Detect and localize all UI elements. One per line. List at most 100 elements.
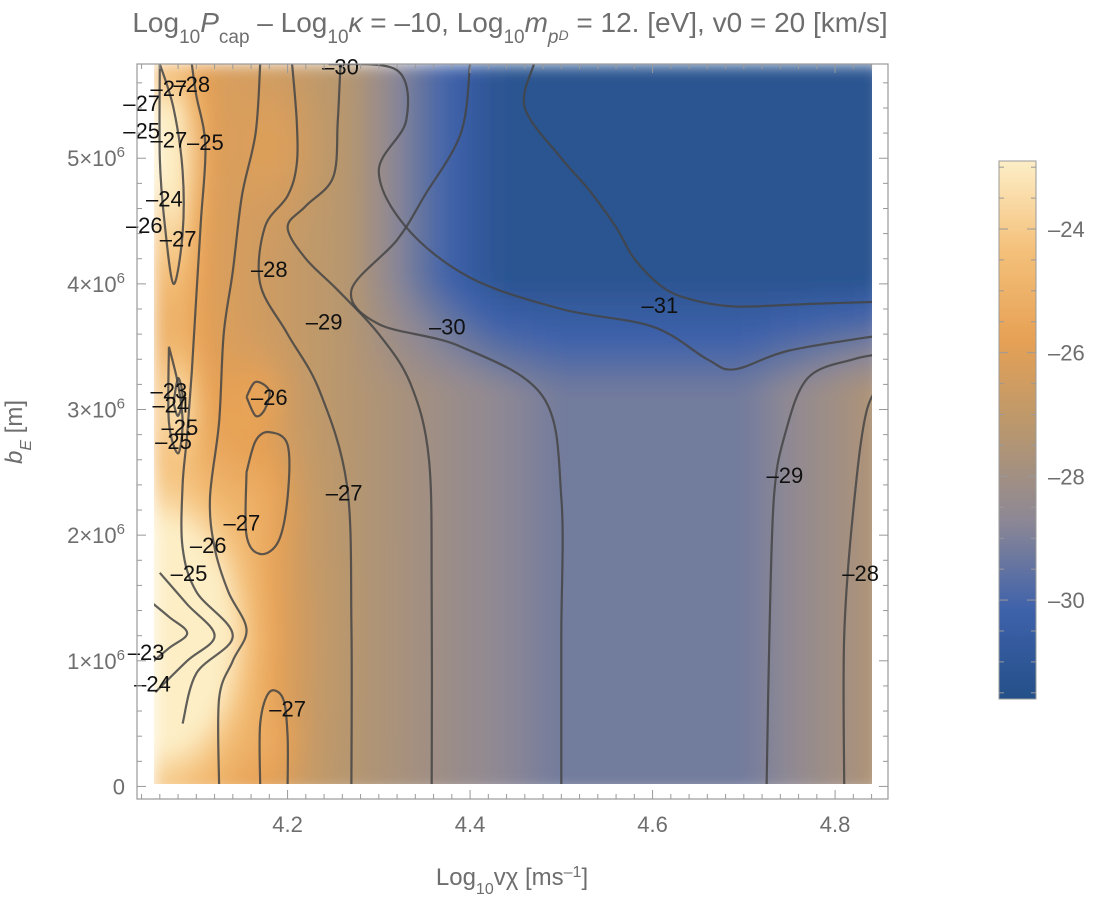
heatmap-cell <box>840 456 855 471</box>
heatmap-cell <box>196 750 211 765</box>
heatmap-cell <box>756 106 771 121</box>
heatmap-cell <box>854 274 869 289</box>
heatmap-cell <box>196 134 211 149</box>
heatmap-cell <box>756 190 771 205</box>
heatmap-cell <box>560 288 575 303</box>
heatmap-cell <box>182 694 197 709</box>
heatmap-cell <box>546 92 561 107</box>
heatmap-cell <box>700 302 715 317</box>
heatmap-cell <box>602 372 617 387</box>
heatmap-cell <box>616 92 631 107</box>
heatmap-cell <box>336 666 351 681</box>
heatmap-cell <box>854 260 869 275</box>
heatmap-cell <box>644 246 659 261</box>
heatmap-cell <box>560 78 575 93</box>
heatmap-cell <box>728 596 743 611</box>
heatmap-cell <box>336 176 351 191</box>
heatmap-cell <box>728 512 743 527</box>
heatmap-cell <box>476 638 491 653</box>
heatmap-cell <box>756 428 771 443</box>
heatmap-cell <box>686 442 701 457</box>
heatmap-cell <box>322 78 337 93</box>
heatmap-cell <box>574 218 589 233</box>
heatmap-cell <box>336 204 351 219</box>
heatmap-cell <box>308 428 323 443</box>
heatmap-cell <box>602 694 617 709</box>
heatmap-cell <box>168 232 183 247</box>
heatmap-cell <box>196 582 211 597</box>
heatmap-cell <box>770 330 785 345</box>
heatmap-cell <box>658 428 673 443</box>
heatmap-cell <box>672 638 687 653</box>
heatmap-cell <box>588 736 603 751</box>
heatmap-cell <box>504 540 519 555</box>
heatmap-cell <box>868 694 872 709</box>
heatmap-cell <box>700 400 715 415</box>
heatmap-cell <box>672 162 687 177</box>
heatmap-cell <box>826 400 841 415</box>
heatmap-cell <box>714 624 729 639</box>
heatmap-cell <box>742 638 757 653</box>
heatmap-cell <box>434 498 449 513</box>
contour-line <box>286 64 434 784</box>
heatmap-cell <box>490 512 505 527</box>
heatmap-cell <box>392 526 407 541</box>
heatmap-cell <box>784 190 799 205</box>
heatmap-cell <box>238 568 253 583</box>
heatmap-cell <box>868 414 872 429</box>
heatmap-cell <box>644 456 659 471</box>
heatmap-cell <box>252 680 267 695</box>
heatmap-cell <box>840 694 855 709</box>
heatmap-cell <box>336 400 351 415</box>
heatmap-cell <box>294 764 309 779</box>
heatmap-cell <box>448 344 463 359</box>
heatmap-cell <box>322 134 337 149</box>
heatmap-cell <box>826 134 841 149</box>
heatmap-cell <box>784 92 799 107</box>
heatmap-cell <box>252 358 267 373</box>
heatmap-cell <box>644 190 659 205</box>
heatmap-cell <box>532 764 547 779</box>
heatmap-cell <box>616 526 631 541</box>
heatmap-cell <box>280 554 295 569</box>
heatmap-cell <box>868 736 872 751</box>
heatmap-cell <box>700 288 715 303</box>
heatmap-cell <box>224 596 239 611</box>
heatmap-cell <box>770 288 785 303</box>
heatmap-cell <box>658 64 673 79</box>
heatmap-cell <box>812 652 827 667</box>
heatmap-cell <box>826 106 841 121</box>
heatmap-cell <box>420 120 435 135</box>
heatmap-cell <box>322 64 337 79</box>
heatmap-cell <box>700 470 715 485</box>
heatmap-cell <box>364 372 379 387</box>
heatmap-cell <box>266 526 281 541</box>
heatmap-cell <box>266 162 281 177</box>
heatmap-cell <box>588 638 603 653</box>
heatmap-cell <box>224 120 239 135</box>
heatmap-cell <box>658 78 673 93</box>
heatmap-cell <box>392 582 407 597</box>
heatmap-cell <box>224 92 239 107</box>
heatmap-cell <box>546 120 561 135</box>
heatmap-cell <box>700 414 715 429</box>
heatmap-cell <box>784 680 799 695</box>
heatmap-cell <box>168 120 183 135</box>
heatmap-cell <box>644 218 659 233</box>
heatmap-cell <box>742 778 757 784</box>
heatmap-cell <box>672 190 687 205</box>
heatmap-cell <box>532 330 547 345</box>
heatmap-cell <box>238 120 253 135</box>
heatmap-cell <box>350 344 365 359</box>
heatmap-cell <box>672 218 687 233</box>
heatmap-cell <box>252 498 267 513</box>
heatmap-cell <box>168 680 183 695</box>
heatmap-cell <box>588 358 603 373</box>
heatmap-cell <box>392 316 407 331</box>
heatmap-cell <box>406 596 421 611</box>
heatmap-cell <box>854 246 869 261</box>
heatmap-cell <box>560 666 575 681</box>
heatmap-cell <box>770 624 785 639</box>
heatmap-cell <box>644 722 659 737</box>
heatmap-cell <box>812 386 827 401</box>
